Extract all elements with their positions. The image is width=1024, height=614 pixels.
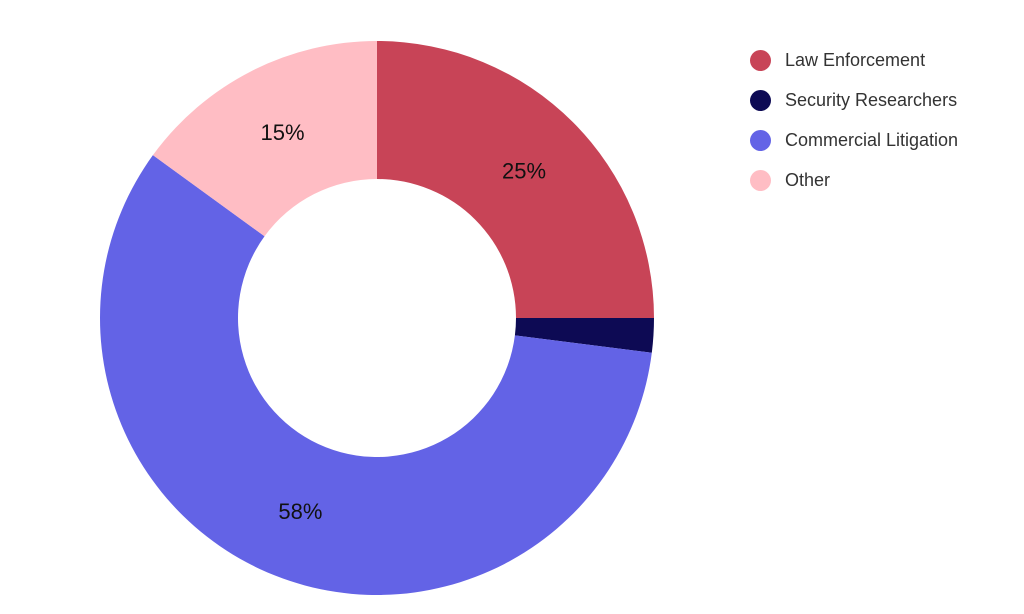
slice-security-researchers bbox=[514, 318, 654, 353]
legend-item: Other bbox=[750, 160, 958, 200]
slice-other bbox=[152, 41, 377, 237]
legend-item: Law Enforcement bbox=[750, 40, 958, 80]
legend-swatch bbox=[750, 49, 771, 71]
data-label: 25% bbox=[502, 158, 546, 183]
legend-label: Law Enforcement bbox=[785, 49, 926, 70]
legend-swatch bbox=[750, 89, 771, 111]
legend-swatch bbox=[750, 129, 771, 151]
legend-label: Commercial Litigation bbox=[785, 129, 959, 150]
data-label: 15% bbox=[261, 120, 305, 145]
legend-item: Commercial Litigation bbox=[750, 120, 958, 160]
legend-swatch bbox=[750, 169, 771, 191]
legend: Law Enforcement Security Researchers Comme… bbox=[750, 40, 958, 200]
legend-item: Security Researchers bbox=[750, 80, 958, 120]
legend-label: Security Researchers bbox=[785, 89, 958, 110]
legend-label: Other bbox=[785, 169, 831, 190]
slice-commercial-litigation bbox=[100, 155, 652, 595]
slice-law-enforcement bbox=[377, 41, 654, 318]
data-label: 58% bbox=[278, 499, 322, 524]
